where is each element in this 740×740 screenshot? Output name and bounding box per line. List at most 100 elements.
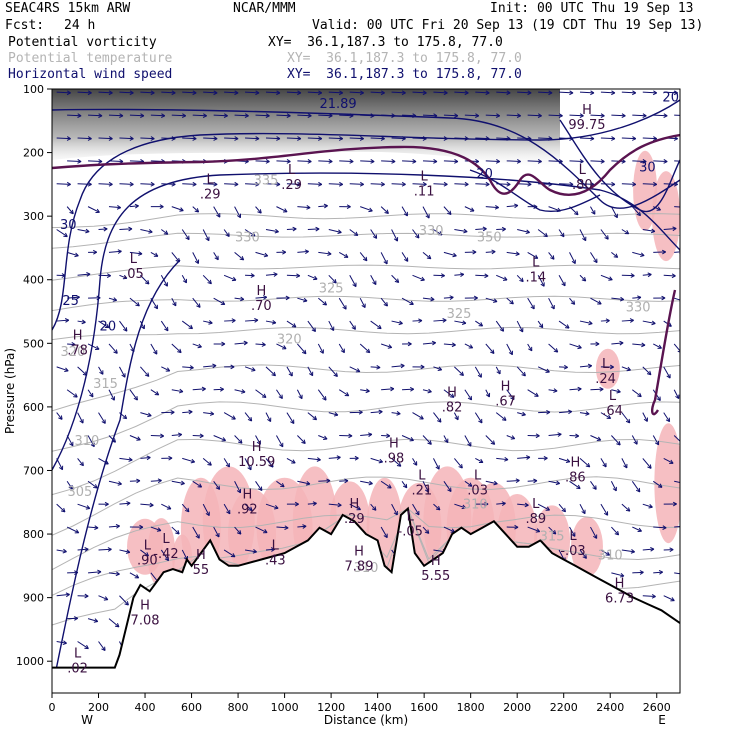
wind-vector: [77, 458, 84, 467]
extremum-value: 5.55: [421, 569, 450, 584]
extremum-marker: H: [570, 456, 580, 471]
wind-vector: [632, 389, 642, 398]
wind-vector: [349, 320, 356, 330]
wind-vector: [328, 412, 339, 416]
wind-vector-head: [177, 348, 182, 354]
wind-vector: [642, 595, 656, 598]
wind-vector: [527, 480, 537, 482]
wind-vector: [202, 229, 210, 241]
wind-vector-head: [624, 230, 630, 235]
wind-vector-head: [147, 412, 152, 418]
wind-vector-head: [592, 485, 597, 490]
wind-vector-head: [231, 415, 236, 420]
wind-vector-head: [129, 90, 134, 96]
isotach-label: 20: [662, 91, 679, 106]
wind-vector: [244, 412, 253, 422]
wind-vector: [559, 411, 572, 414]
wind-vector: [433, 458, 440, 470]
wind-vector: [244, 503, 253, 511]
wind-vector-head: [597, 300, 602, 305]
wind-vector-head: [315, 226, 320, 232]
wind-vector: [558, 229, 565, 238]
wind-vector: [370, 91, 385, 94]
wind-vector-head: [433, 159, 438, 164]
wind-vector: [119, 137, 134, 140]
extremum-marker: L: [609, 389, 617, 404]
wind-vector-head: [296, 273, 301, 279]
wind-vector: [454, 91, 469, 94]
wind-vector-head: [225, 232, 230, 237]
x-tick-label: 600: [181, 701, 202, 714]
wind-vector: [150, 114, 165, 117]
wind-vector: [349, 503, 361, 511]
wind-vector-head: [454, 415, 459, 421]
wind-vector-head: [208, 320, 213, 325]
wind-vector-head: [633, 440, 638, 445]
wind-vector: [516, 274, 524, 283]
wind-vector: [569, 206, 579, 216]
wind-vector-head: [223, 113, 228, 118]
wind-vector-head: [355, 368, 361, 373]
wind-vector-head: [135, 302, 140, 307]
field-pv-name: Potential vorticity: [8, 35, 157, 50]
wind-vector: [391, 137, 406, 140]
wind-vector: [265, 503, 279, 509]
wind-vector: [611, 389, 621, 393]
wind-vector: [77, 273, 91, 276]
wind-vector-head: [427, 388, 432, 394]
wind-vector-head: [274, 228, 279, 234]
wind-vector: [391, 365, 405, 368]
wind-vector-head: [73, 616, 79, 621]
wind-vector-head: [506, 90, 511, 96]
isentrope-label: 305: [67, 485, 92, 500]
wind-vector-head: [265, 113, 270, 118]
wind-vector: [621, 366, 631, 371]
wind-vector-head: [504, 456, 509, 462]
extremum-value: .82: [442, 401, 463, 416]
wind-vector-head: [322, 301, 328, 306]
wind-vector-head: [89, 392, 94, 398]
wind-vector-head: [346, 204, 351, 210]
wind-vector: [611, 252, 619, 258]
wind-vector: [307, 183, 322, 185]
x-tick-label: 0: [49, 701, 56, 714]
wind-vector-head: [650, 546, 655, 552]
wind-vector-head: [130, 347, 135, 353]
wind-vector: [506, 205, 518, 208]
wind-vector: [338, 389, 350, 397]
wind-vector: [391, 183, 406, 185]
wind-vector-head: [636, 211, 641, 217]
wind-vector: [67, 296, 80, 299]
wind-vector: [412, 274, 425, 281]
wind-vector: [56, 229, 68, 237]
extremum-value: .64: [602, 404, 623, 419]
wind-vector: [663, 366, 671, 379]
wind-vector-head: [514, 203, 519, 209]
wind-vector: [203, 91, 218, 94]
wind-vector: [182, 91, 197, 94]
x-tick-label: 1800: [457, 701, 485, 714]
forecast-hours: 24 h: [64, 18, 96, 33]
wind-vector-head: [276, 181, 281, 187]
wind-vector-head: [124, 601, 129, 606]
wind-vector: [370, 503, 377, 511]
wind-vector: [286, 91, 301, 94]
wind-vector-head: [648, 504, 653, 509]
isentrope-line: [52, 326, 680, 341]
wind-vector: [181, 229, 190, 240]
wind-vector-head: [139, 524, 144, 530]
wind-vector: [318, 205, 328, 208]
wind-vector-head: [257, 209, 262, 214]
wind-vector: [642, 320, 656, 325]
wind-vector-head: [595, 341, 600, 347]
wind-vector-head: [616, 388, 621, 394]
wind-vector-head: [62, 640, 67, 646]
wind-vector: [474, 366, 482, 378]
wind-vector-head: [269, 463, 274, 468]
wind-vector-head: [327, 251, 332, 256]
wind-vector-head: [671, 273, 676, 279]
wind-vector-head: [192, 181, 197, 187]
wind-vector: [286, 457, 296, 464]
wind-vector-head: [336, 455, 341, 460]
wind-vector: [663, 183, 678, 185]
